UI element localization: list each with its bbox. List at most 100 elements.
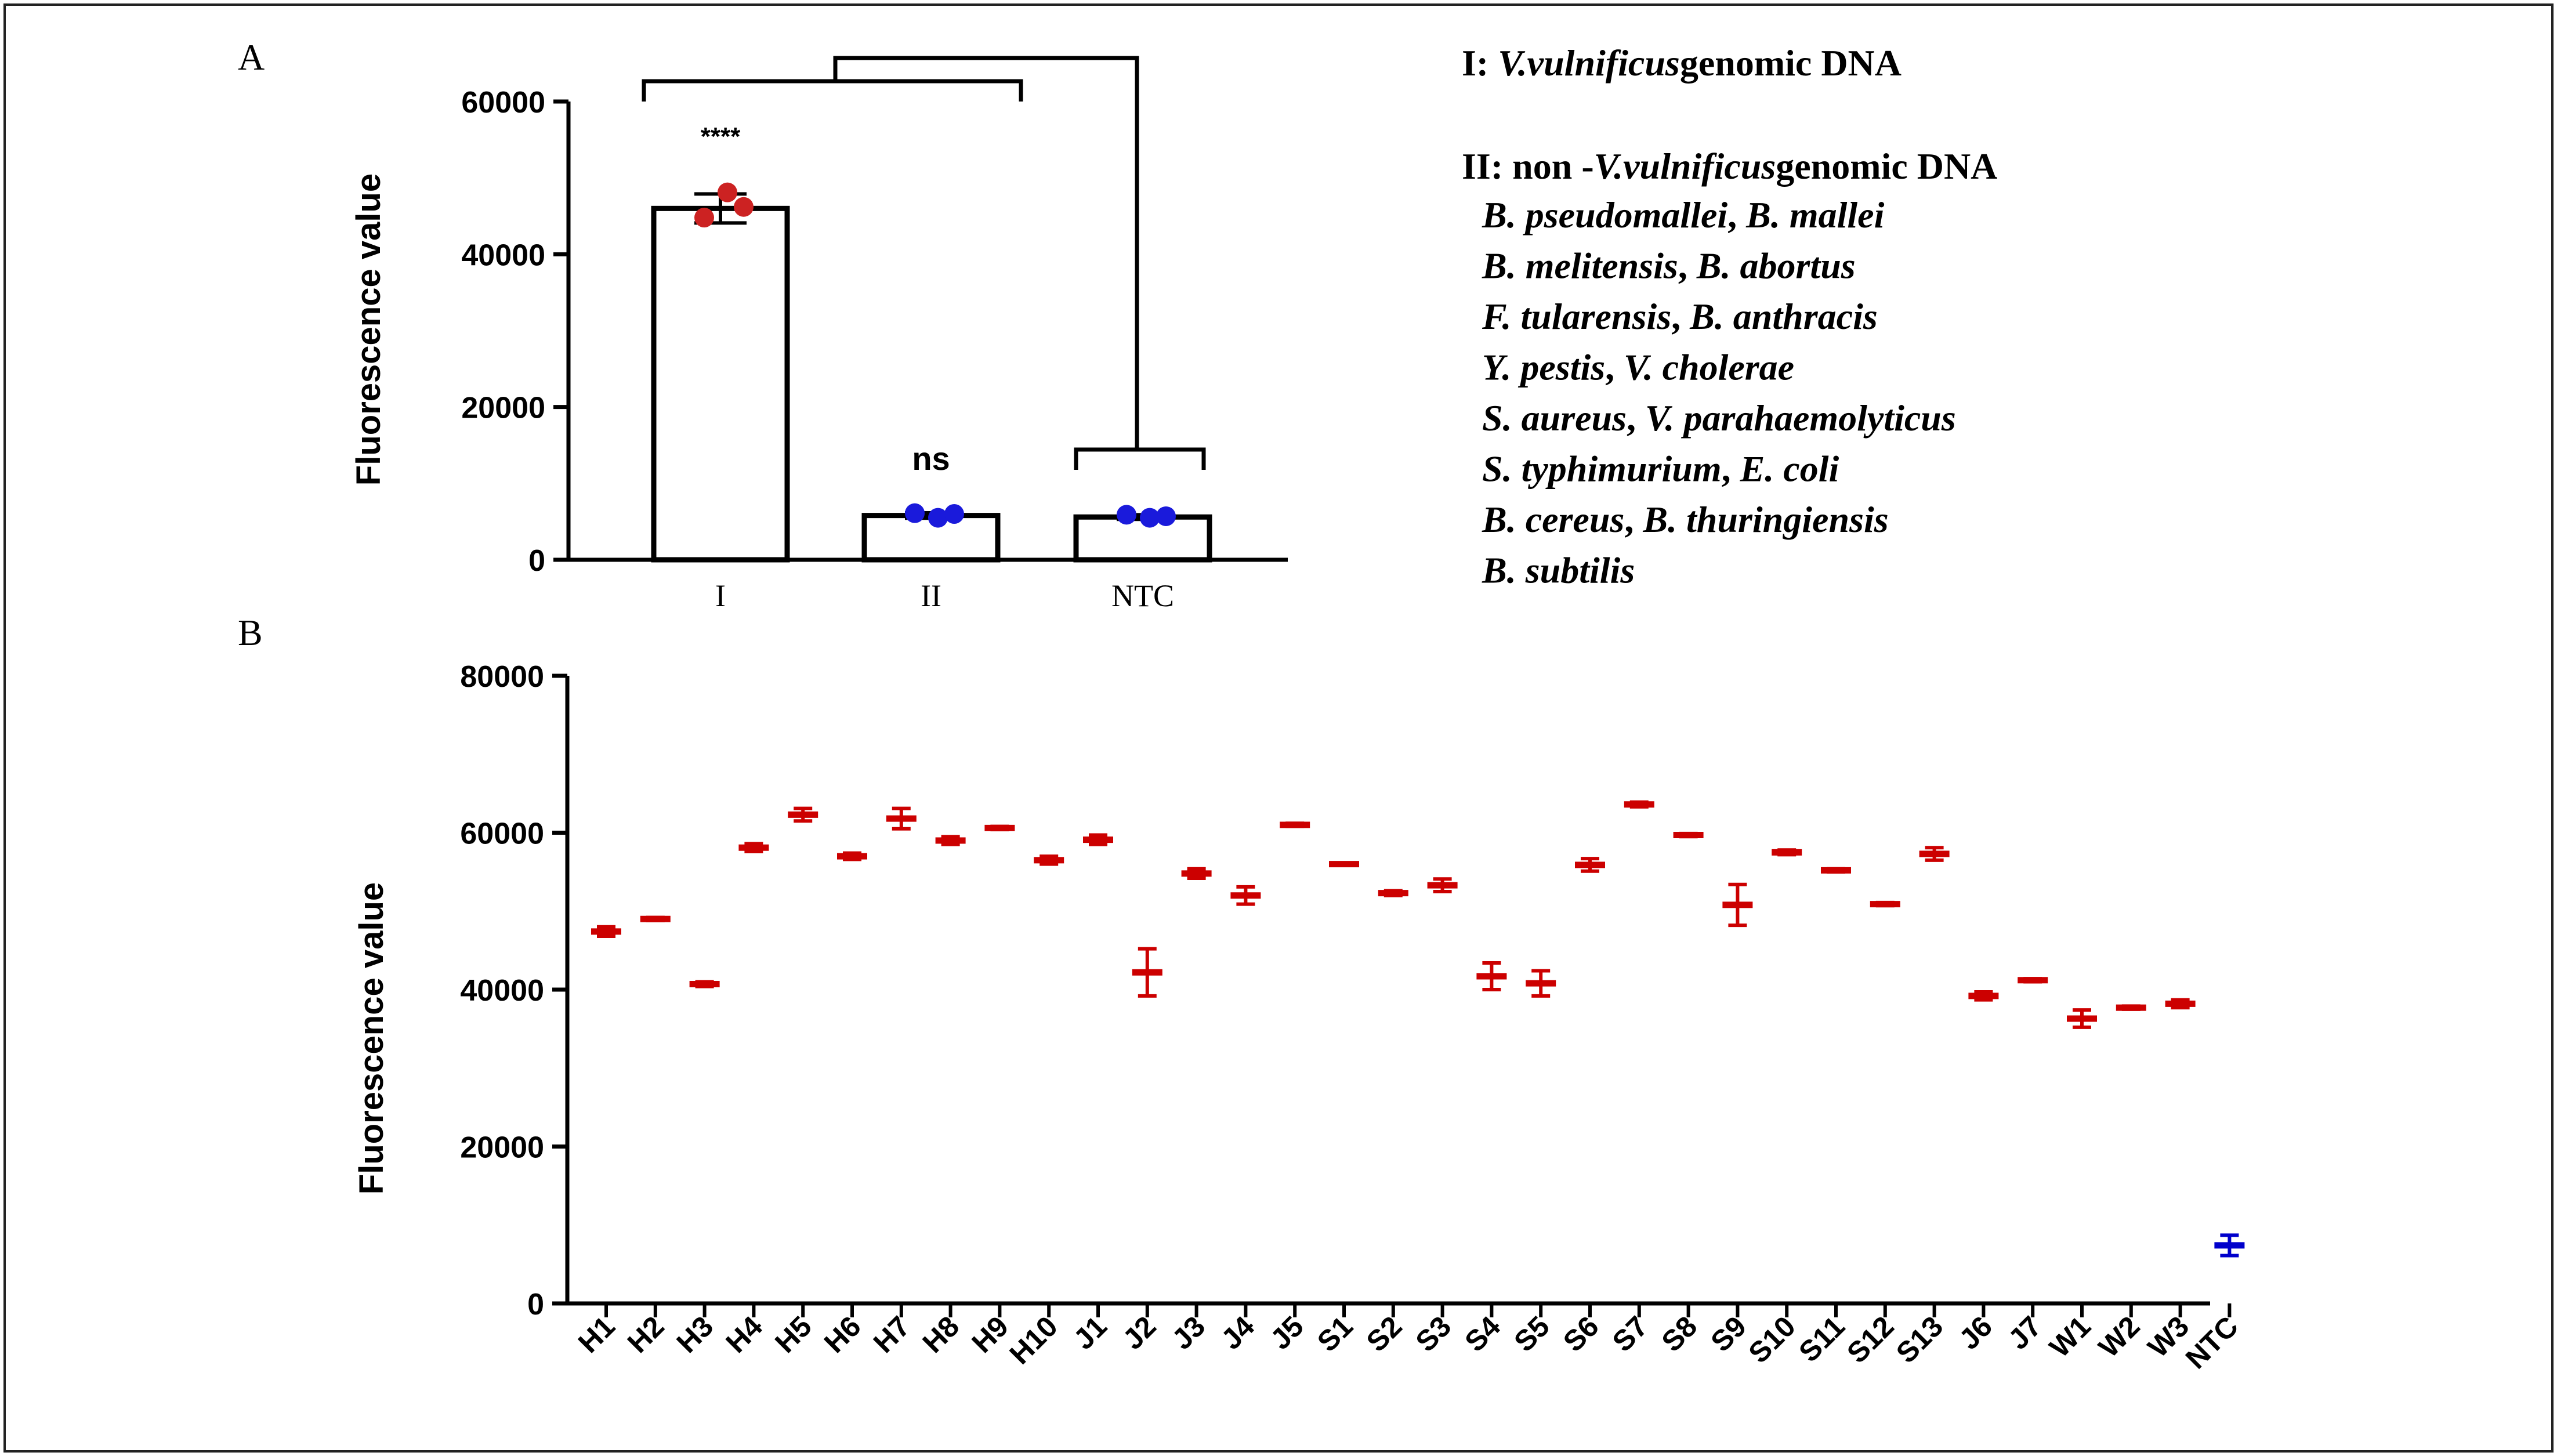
panel-b-x-label-J3: J3: [1165, 1310, 1211, 1356]
panel-a-x-label-NTC: NTC: [1111, 578, 1174, 613]
legend-species-name: Y. pestis: [1482, 347, 1605, 388]
panel-b-y-ticks: 0 20000 40000 60000 80000: [460, 660, 2232, 1321]
panel-b-x-label-J7: J7: [2002, 1310, 2048, 1356]
panel-b-x-label-S9: S9: [1704, 1310, 1752, 1358]
panel-a-y-axis-label: Fluorescence value: [350, 173, 387, 486]
legend-species-line: B. pseudomallei, B. mallei: [1482, 194, 1885, 236]
panel-a-bars: **** ns: [651, 122, 1212, 563]
panel-b-x-label-H7: H7: [867, 1310, 917, 1359]
panel-b-x-label-NTC: NTC: [2179, 1310, 2244, 1375]
panel-b-x-label-S12: S12: [1841, 1310, 1900, 1370]
legend-group-2-suffix: genomic DNA: [1776, 146, 1997, 187]
legend-group-1-species: V.vulnificus: [1498, 42, 1680, 84]
panel-b-y-tick-label: 60000: [460, 817, 544, 851]
panel-b-x-label-S13: S13: [1890, 1310, 1950, 1370]
panel-a-bar-I: [651, 205, 790, 563]
panel-b-x-label-H6: H6: [818, 1310, 867, 1359]
legend-group-2-species: V.vulnificus: [1594, 146, 1776, 187]
panel-b-y-axis-label: Fluorescence value: [353, 882, 390, 1194]
panel-a-data-point: [905, 503, 925, 523]
panel-a-data-point: [1117, 505, 1136, 525]
panel-a-x-label-I: I: [715, 578, 726, 613]
panel-a-x-label-II: II: [921, 578, 941, 613]
panel-b-x-label-S4: S4: [1458, 1310, 1506, 1358]
panel-a-significance-label: ns: [912, 440, 950, 477]
figure-frame: [3, 3, 2554, 1453]
legend-separator: ,: [1678, 245, 1697, 287]
legend-species-name: B. thuringiensis: [1642, 499, 1888, 540]
legend-group-2: II: non -V.vulnificusgenomic DNA: [1462, 146, 1997, 187]
legend-species-line: S. aureus, V. parahaemolyticus: [1482, 397, 1956, 439]
legend-species-line: Y. pestis, V. cholerae: [1482, 347, 1794, 388]
panel-b-x-label-S8: S8: [1656, 1310, 1704, 1358]
panel-a: A Fluorescence value 0 20000 40000 60000 **…: [238, 37, 1288, 613]
legend-species-line: B. melitensis, B. abortus: [1482, 245, 1856, 287]
legend-species-name: B. mallei: [1745, 194, 1884, 236]
panel-a-data-point: [1140, 508, 1160, 528]
panel-a-label: A: [238, 37, 265, 78]
legend-species-name: B. cereus: [1482, 499, 1624, 540]
panel-b-x-label-S6: S6: [1557, 1310, 1605, 1358]
panel-b-x-label-S1: S1: [1311, 1310, 1359, 1358]
legend-group-2-prefix: II: non -: [1462, 146, 1594, 187]
legend-species-name: B. anthracis: [1689, 296, 1878, 337]
legend-group-1-suffix: genomic DNA: [1680, 42, 1902, 84]
legend-species-line: F. tularensis, B. anthracis: [1482, 296, 1878, 337]
panel-a-y-tick-label: 20000: [461, 392, 545, 425]
panel-b-x-label-S10: S10: [1742, 1310, 1802, 1370]
bracket-ntc: [1074, 447, 1206, 470]
legend-species-name: B. abortus: [1696, 245, 1856, 287]
legend-separator: ,: [1605, 347, 1624, 388]
panel-b-x-label-H4: H4: [719, 1310, 769, 1359]
panel-b-x-label-W1: W1: [2043, 1310, 2097, 1364]
legend-group-1-prefix: I:: [1462, 42, 1498, 84]
panel-b: B Fluorescence value 0 20000 40000 60000 800…: [238, 612, 2245, 1375]
bracket-i-vs-ii: [642, 79, 1023, 102]
legend-species-list: B. pseudomallei, B. mallei B. melitensis,…: [1482, 194, 1956, 591]
panel-b-x-label-S2: S2: [1360, 1310, 1408, 1358]
panel-b-y-tick-label: 80000: [460, 660, 544, 694]
legend-separator: ,: [1722, 448, 1740, 490]
legend-species-line: S. typhimurium, E. coli: [1482, 448, 1839, 490]
panel-b-x-label-H5: H5: [769, 1310, 818, 1359]
panel-b-y-tick-label: 40000: [460, 974, 544, 1008]
panel-a-data-point: [734, 197, 754, 217]
legend-species-name: S. typhimurium: [1482, 448, 1722, 490]
panel-b-x-label-S5: S5: [1508, 1310, 1556, 1358]
panel-b-label: B: [238, 612, 263, 653]
panel-a-data-point: [1156, 506, 1176, 526]
legend-separator: ,: [1671, 296, 1690, 337]
legend-species-name: F. tularensis: [1482, 296, 1671, 337]
panel-a-data-point: [694, 208, 714, 228]
panel-b-x-label-H1: H1: [572, 1310, 621, 1359]
legend-species-name: E. coli: [1740, 448, 1839, 490]
panel-b-x-label-J5: J5: [1264, 1310, 1310, 1356]
legend-species-name: B. pseudomallei: [1482, 194, 1727, 236]
panel-b-x-label-S3: S3: [1410, 1310, 1458, 1358]
panel-a-data-point: [718, 182, 737, 202]
legend-group-1: I: V.vulnificusgenomic DNA: [1462, 42, 1902, 84]
panel-a-y-tick-label: 40000: [461, 238, 545, 272]
panel-a-y-tick-label: 60000: [461, 86, 545, 119]
panel-b-x-label-J2: J2: [1117, 1310, 1162, 1356]
legend-species-line: B. cereus, B. thuringiensis: [1482, 499, 1889, 540]
panel-b-x-label-H3: H3: [671, 1310, 720, 1359]
panel-a-data-point: [944, 504, 964, 524]
legend-species-name: B. subtilis: [1482, 550, 1635, 591]
panel-b-x-label-J1: J1: [1067, 1310, 1113, 1356]
panel-a-y-ticks: 0 20000 40000 60000: [461, 86, 1288, 578]
legend-species-name: V. parahaemolyticus: [1645, 397, 1956, 439]
panel-a-significance-brackets: [642, 56, 1206, 470]
panel-a-y-tick-label: 0: [528, 544, 545, 578]
panel-b-y-tick-label: 20000: [460, 1131, 544, 1165]
panel-b-y-tick-label: 0: [527, 1288, 544, 1321]
legend-species-line: B. subtilis: [1482, 550, 1635, 591]
panel-b-x-label-H2: H2: [621, 1310, 671, 1359]
legend-species-name: V. cholerae: [1624, 347, 1794, 388]
panel-b-x-label-S7: S7: [1606, 1310, 1654, 1358]
panel-b-x-label-S11: S11: [1792, 1310, 1851, 1368]
bracket-i-vs-ntc: [833, 56, 1139, 450]
panel-b-x-label-J6: J6: [1953, 1310, 1998, 1356]
